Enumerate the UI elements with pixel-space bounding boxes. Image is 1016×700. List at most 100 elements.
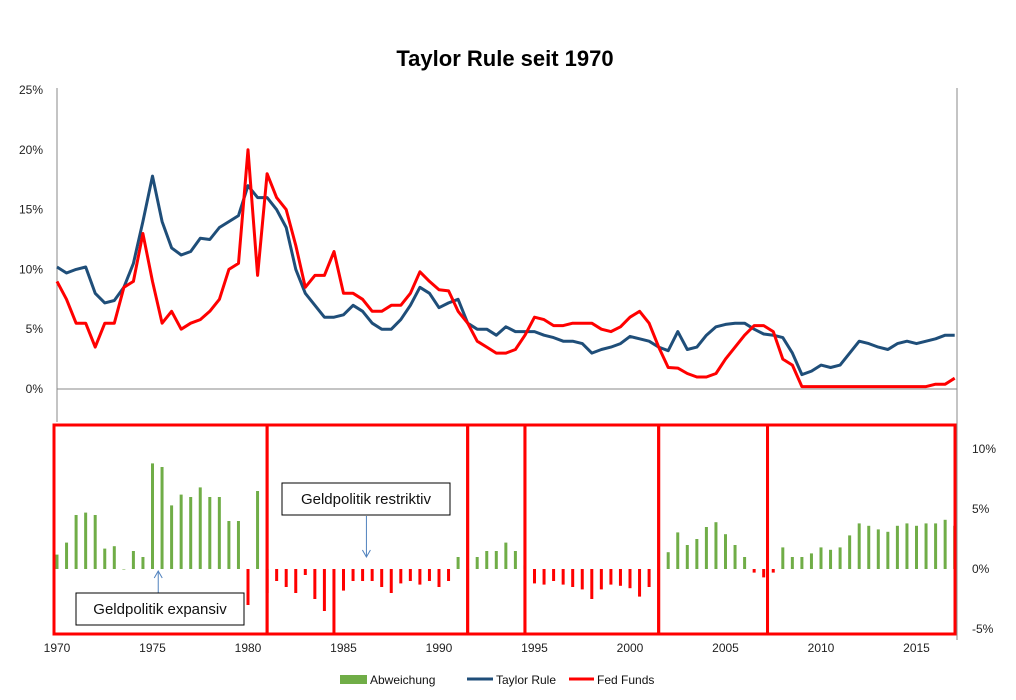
deviation-bar (599, 569, 603, 590)
deviation-bar (160, 467, 164, 569)
legend: Abweichung Taylor Rule Fed Funds (340, 673, 654, 687)
deviation-bar (829, 549, 833, 569)
deviation-bar (351, 569, 355, 581)
deviation-bar (618, 569, 622, 586)
deviation-bar (361, 569, 365, 581)
deviation-bar (151, 463, 154, 569)
period-box (766, 423, 957, 636)
deviation-bar (65, 542, 69, 569)
deviation-bar (217, 497, 221, 569)
deviation-bar (294, 569, 298, 593)
period-box (657, 423, 770, 636)
deviation-bar (456, 557, 460, 569)
deviation-bar (561, 569, 565, 585)
deviation-bar (685, 545, 689, 569)
deviation-bar (771, 569, 775, 573)
x-tick-label: 1985 (330, 641, 357, 655)
deviation-bar (122, 569, 126, 570)
deviation-bar (724, 534, 727, 569)
deviation-bar (934, 523, 938, 569)
deviation-bar (704, 527, 708, 569)
deviation-bar (533, 569, 536, 584)
x-tick-label: 1990 (426, 641, 453, 655)
arrow-head-icon (361, 549, 371, 559)
deviation-bar (275, 569, 279, 581)
legend-label: Taylor Rule (496, 673, 556, 687)
x-tick-label: 2000 (617, 641, 644, 655)
deviation-bar (695, 539, 699, 569)
deviation-bar (542, 569, 546, 585)
legend-swatch-abweichung (340, 675, 367, 684)
deviation-bar (628, 569, 632, 589)
fed-funds-line (55, 148, 956, 389)
deviation-bar (236, 521, 240, 569)
deviation-bar (809, 553, 813, 569)
y-left-tick-label: 10% (19, 262, 43, 276)
period-box (523, 423, 661, 636)
deviation-bar (895, 525, 899, 569)
deviation-bar (513, 551, 517, 569)
deviation-bar (74, 515, 78, 569)
deviation-bar (103, 548, 107, 569)
y-right-tick-label: -5% (972, 622, 994, 636)
deviation-bar (227, 521, 231, 569)
deviation-bar (485, 551, 489, 569)
deviation-bar (733, 545, 737, 569)
arrow-head-icon (153, 569, 163, 579)
deviation-bar (408, 569, 412, 581)
annotation-box-expansiv (75, 592, 245, 626)
deviation-bar (418, 569, 422, 585)
y-right-tick-label: 10% (972, 442, 996, 456)
deviation-bar (332, 569, 336, 635)
deviation-bar (179, 494, 183, 569)
deviation-bar (55, 554, 59, 569)
x-tick-label: 2010 (808, 641, 835, 655)
deviation-bar (714, 522, 718, 569)
deviation-bar (666, 552, 670, 569)
deviation-bar (246, 569, 250, 605)
x-tick-label: 2015 (903, 641, 930, 655)
deviation-bar (189, 497, 193, 569)
deviation-bar (93, 515, 97, 569)
deviation-bar (580, 569, 584, 590)
deviation-bar (303, 569, 307, 575)
deviation-bar (676, 532, 680, 569)
deviation-bar (437, 569, 441, 587)
deviation-bar (170, 505, 174, 569)
x-tick-label: 1975 (139, 641, 166, 655)
deviation-bar (322, 569, 326, 611)
deviation-bar (743, 557, 747, 569)
deviation-bar (752, 569, 756, 573)
y-left-tick-label: 25% (19, 83, 43, 97)
deviation-bar (905, 523, 909, 569)
y-right-tick-label: 5% (972, 502, 990, 516)
deviation-bar (389, 569, 393, 593)
deviation-bar (867, 525, 871, 569)
deviation-bar (84, 512, 88, 569)
y-left-tick-label: 15% (19, 203, 43, 217)
taylor-rule-line (56, 174, 955, 377)
deviation-bar (647, 569, 651, 587)
deviation-bar (838, 547, 842, 569)
deviation-bar (552, 569, 556, 581)
deviation-bar (342, 569, 345, 591)
deviation-bar (571, 569, 575, 587)
y-right-tick-label: 0% (972, 562, 990, 576)
deviation-bar (800, 557, 804, 569)
deviation-bar (399, 569, 403, 584)
x-tick-label: 1980 (235, 641, 262, 655)
deviation-bar (590, 569, 594, 599)
deviation-bar (943, 519, 947, 569)
deviation-bar (208, 497, 212, 569)
chart-title: Taylor Rule seit 1970 (396, 46, 613, 71)
deviation-bar (781, 547, 785, 569)
deviation-bar (876, 529, 880, 569)
legend-label: Fed Funds (597, 673, 654, 687)
deviation-bar (848, 535, 852, 569)
x-tick-label: 1970 (44, 641, 71, 655)
deviation-bar (638, 569, 642, 597)
deviation-bar (141, 557, 145, 569)
y-left-tick-label: 5% (26, 322, 44, 336)
deviation-bar (790, 557, 794, 569)
